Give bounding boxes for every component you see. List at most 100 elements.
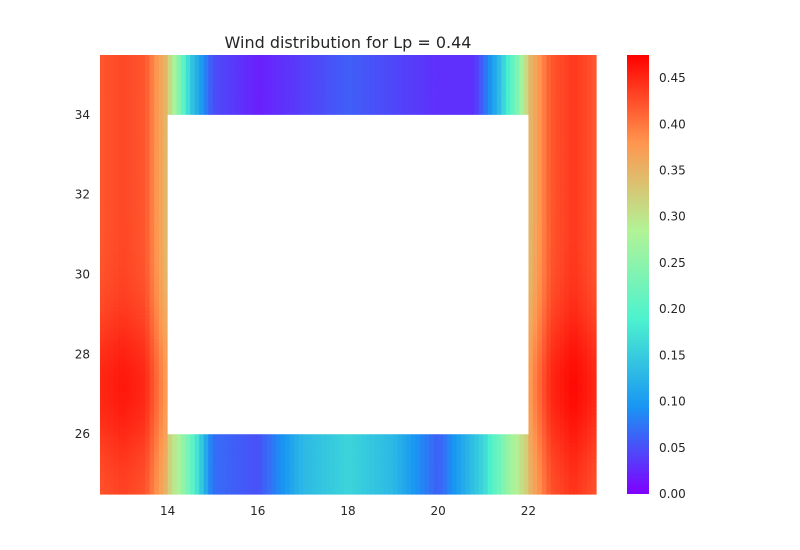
heatmap-cell — [118, 262, 124, 268]
heatmap-cell — [555, 66, 561, 72]
heatmap-cell — [122, 106, 128, 112]
heatmap-cell — [393, 446, 399, 451]
heatmap-cell — [100, 122, 106, 128]
heatmap-cell — [266, 86, 272, 92]
heatmap-cell — [163, 170, 169, 176]
heatmap-cell — [140, 182, 146, 188]
heatmap-cell — [140, 390, 146, 395]
heatmap-cell — [456, 106, 462, 112]
heatmap-cell — [239, 55, 245, 60]
heatmap-cell — [131, 226, 137, 232]
heatmap-cell — [505, 86, 511, 92]
heatmap-cell — [221, 98, 227, 104]
heatmap-cell — [118, 322, 124, 327]
heatmap-cell — [149, 450, 155, 455]
heatmap-cell — [104, 94, 110, 100]
heatmap-cell — [519, 482, 525, 487]
heatmap-cell — [118, 358, 124, 363]
heatmap-cell — [460, 474, 466, 479]
heatmap-cell — [550, 354, 557, 359]
heatmap-cell — [163, 66, 169, 72]
heatmap-cell — [366, 474, 372, 479]
heatmap-cell — [190, 438, 196, 443]
heatmap-cell — [555, 102, 561, 108]
heatmap-cell — [199, 70, 205, 76]
heatmap-cell — [338, 66, 345, 72]
heatmap-cell — [528, 114, 534, 120]
heatmap-cell — [546, 358, 552, 363]
heatmap-cell — [140, 266, 146, 272]
heatmap-cell — [447, 82, 453, 88]
heatmap-cell — [122, 166, 128, 172]
heatmap-cell — [541, 202, 547, 208]
heatmap-cell — [298, 458, 304, 463]
heatmap-cell — [320, 90, 327, 96]
heatmap-cell — [329, 466, 336, 471]
heatmap-cell — [393, 474, 399, 479]
heatmap-cell — [145, 414, 151, 419]
heatmap-cell — [496, 434, 502, 439]
heatmap-cell — [257, 462, 263, 467]
heatmap-cell — [253, 90, 259, 96]
heatmap-cell — [537, 74, 543, 80]
heatmap-cell — [127, 486, 133, 491]
heatmap-cell — [127, 474, 133, 479]
heatmap-cell — [100, 170, 106, 176]
heatmap-cell — [140, 398, 146, 403]
heatmap-cell — [546, 302, 552, 308]
heatmap-cell — [465, 478, 471, 483]
heatmap-cell — [154, 210, 160, 216]
heatmap-cell — [163, 90, 169, 96]
heatmap-cell — [145, 214, 151, 220]
heatmap-cell — [510, 62, 516, 68]
heatmap-cell — [104, 382, 110, 387]
heatmap-cell — [118, 210, 124, 216]
heatmap-cell — [248, 58, 254, 64]
heatmap-cell — [555, 90, 561, 96]
heatmap-cell — [559, 114, 566, 120]
heatmap-cell — [109, 254, 115, 260]
heatmap-cell — [158, 358, 164, 363]
heatmap-cell — [149, 474, 155, 479]
heatmap-cell — [109, 330, 115, 335]
heatmap-cell — [307, 486, 313, 491]
heatmap-cell — [532, 402, 538, 407]
heatmap-cell — [541, 386, 547, 391]
heatmap-cell — [190, 106, 196, 112]
heatmap-cell — [131, 402, 137, 407]
heatmap-cell — [122, 414, 128, 419]
heatmap-cell — [334, 62, 340, 68]
heatmap-cell — [541, 434, 547, 439]
heatmap-cell — [136, 74, 142, 80]
heatmap-cell — [532, 470, 538, 475]
heatmap-cell — [492, 438, 498, 443]
heatmap-cell — [546, 298, 552, 304]
heatmap-cell — [451, 482, 457, 487]
heatmap-cell — [181, 442, 187, 447]
heatmap-cell — [424, 66, 430, 72]
heatmap-cell — [109, 194, 115, 200]
heatmap-cell — [118, 162, 124, 168]
heatmap-cell — [149, 438, 155, 443]
heatmap-cell — [203, 98, 209, 104]
heatmap-cell — [100, 162, 106, 168]
heatmap-cell — [284, 55, 290, 60]
heatmap-cell — [483, 490, 489, 495]
heatmap-cell — [343, 482, 349, 487]
heatmap-cell — [235, 78, 241, 84]
heatmap-cell — [172, 98, 178, 104]
heatmap-cell — [483, 98, 489, 104]
heatmap-cell — [366, 438, 372, 443]
heatmap-cell — [555, 198, 561, 204]
heatmap-cell — [149, 454, 155, 459]
heatmap-cell — [496, 110, 502, 116]
heatmap-cell — [555, 350, 561, 355]
heatmap-cell — [433, 450, 439, 455]
heatmap-cell — [329, 454, 336, 459]
heatmap-cell — [235, 70, 241, 76]
heatmap-cell — [100, 410, 106, 415]
heatmap-cell — [136, 306, 142, 312]
heatmap-cell — [212, 470, 218, 475]
heatmap-cell — [559, 282, 566, 288]
heatmap-cell — [181, 446, 187, 451]
